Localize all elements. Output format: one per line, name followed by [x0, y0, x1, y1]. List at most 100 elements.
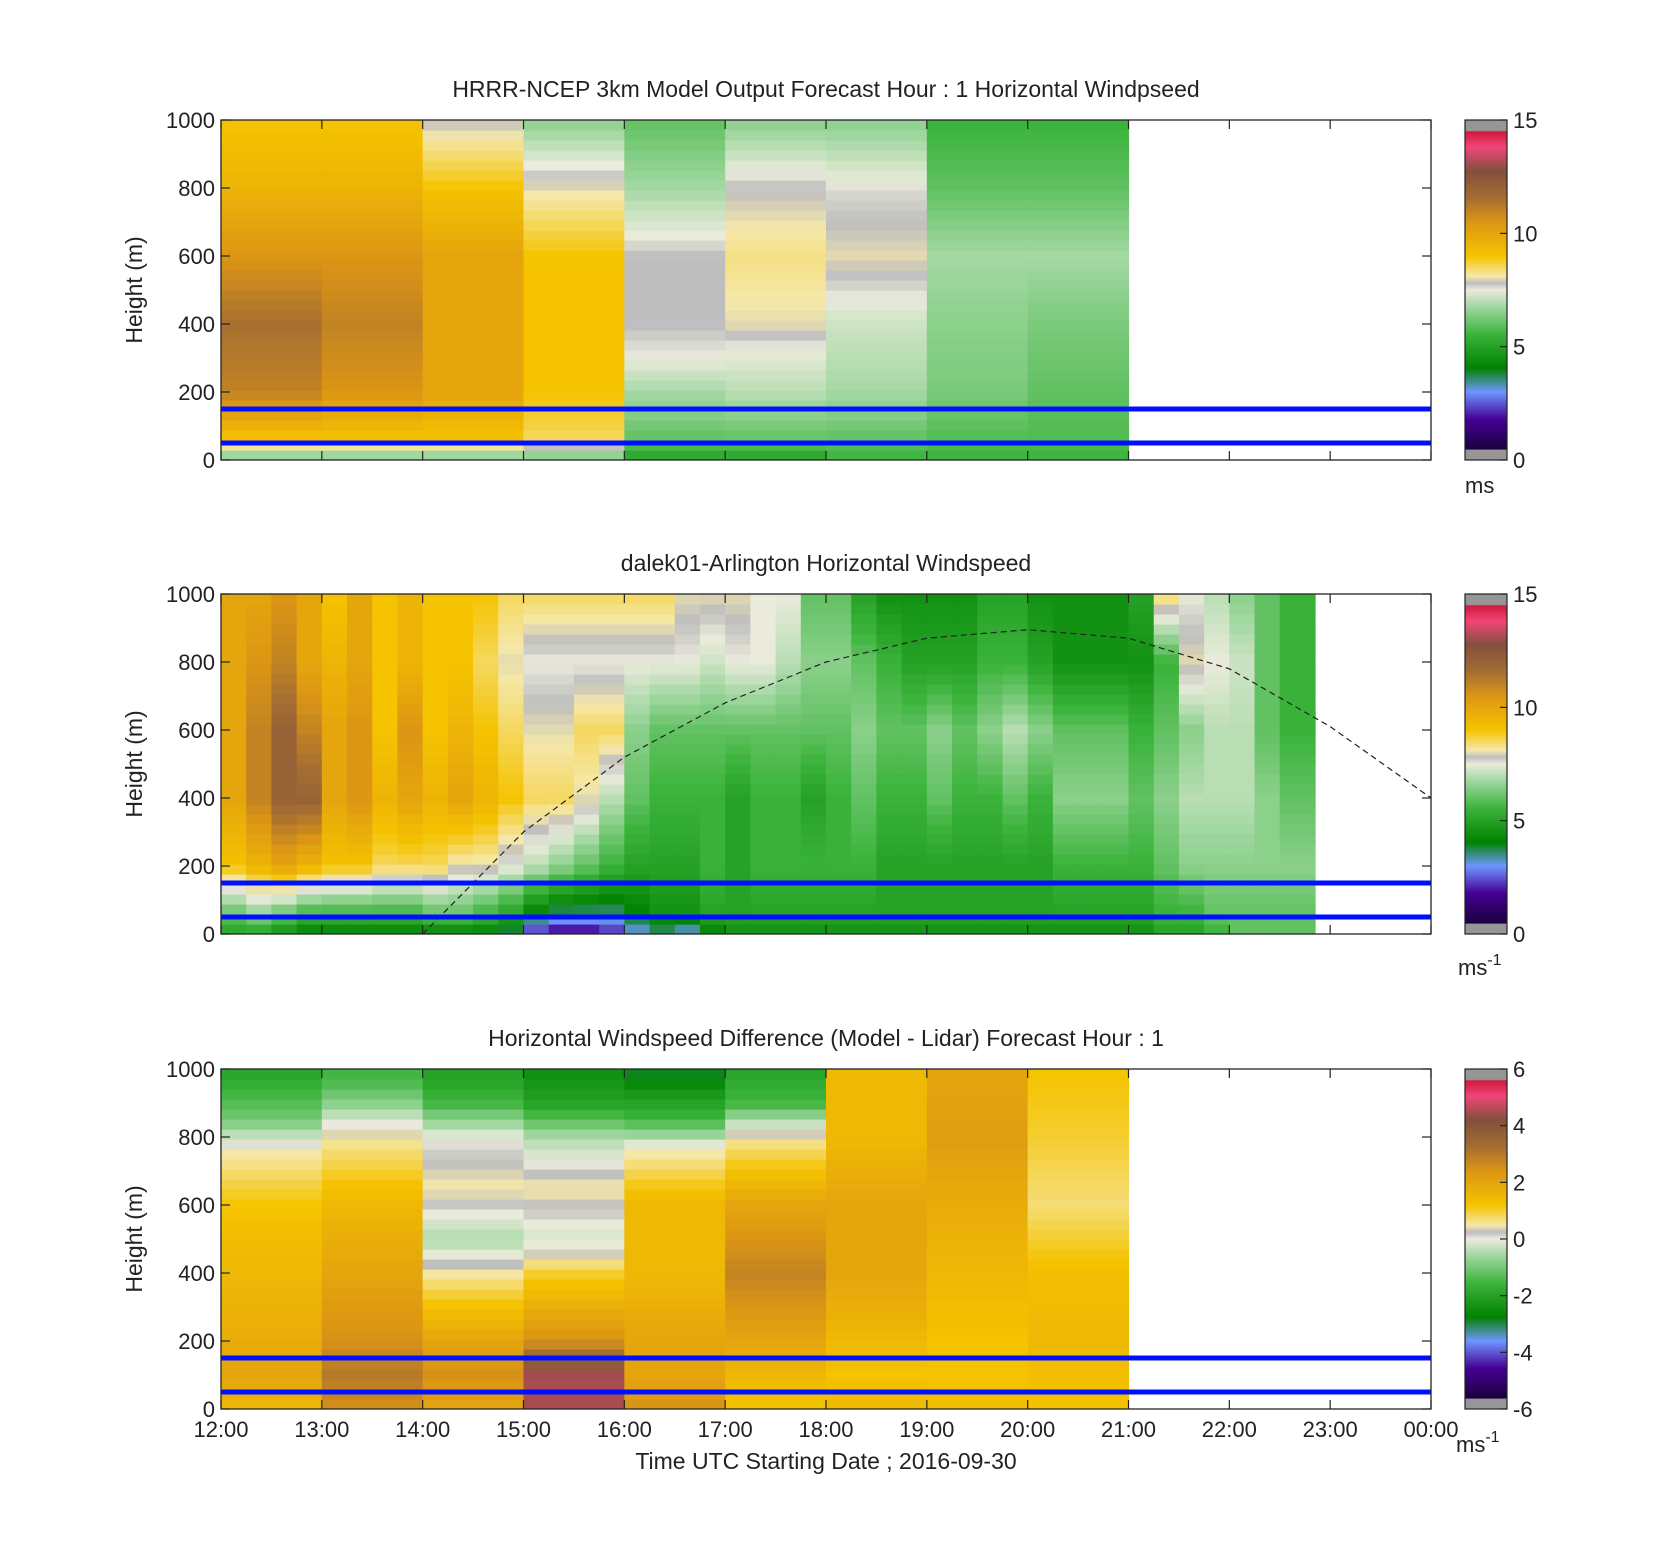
heatmap-cell: [498, 704, 525, 715]
heatmap-cell: [725, 1369, 827, 1380]
heatmap-cell: [826, 280, 928, 291]
heatmap-cell: [750, 904, 777, 915]
heatmap-cell: [1153, 734, 1180, 745]
heatmap-cell: [523, 1329, 625, 1340]
heatmap-cell: [926, 200, 1029, 211]
heatmap-cell: [246, 804, 273, 815]
heatmap-cell: [1178, 654, 1205, 665]
heatmap-cell: [1078, 804, 1104, 815]
heatmap-cell: [725, 784, 751, 795]
heatmap-cell: [221, 1279, 323, 1290]
heatmap-cell: [624, 894, 651, 905]
heatmap-cell: [674, 854, 701, 865]
heatmap-cell: [1103, 844, 1130, 855]
heatmap-cell: [246, 844, 273, 855]
panel-lidar-colorbar-unit: ms-1: [1458, 952, 1502, 980]
heatmap-cell: [1279, 604, 1316, 615]
heatmap-cell: [321, 1259, 424, 1270]
heatmap-cell: [221, 1369, 323, 1380]
heatmap-cell: [221, 874, 247, 885]
heatmap-cell: [599, 874, 625, 885]
heatmap-cell: [826, 854, 852, 865]
heatmap-cell: [926, 1149, 1029, 1160]
heatmap-cell: [321, 1229, 424, 1240]
heatmap-cell: [498, 694, 525, 705]
heatmap-cell: [1178, 744, 1205, 755]
heatmap-cell: [372, 794, 399, 805]
heatmap-cell: [498, 644, 525, 655]
heatmap-cell: [1279, 664, 1316, 675]
heatmap-cell: [1052, 704, 1079, 715]
heatmap-cell: [1254, 604, 1281, 615]
heatmap-cell: [221, 140, 323, 151]
heatmap-cell: [649, 704, 676, 715]
heatmap-cell: [1052, 664, 1079, 675]
heatmap-cell: [221, 260, 323, 271]
heatmap-cell: [926, 1359, 1029, 1370]
heatmap-cell: [649, 774, 676, 785]
heatmap-cell: [1204, 694, 1230, 705]
heatmap-cell: [372, 734, 399, 745]
heatmap-cell: [800, 834, 827, 845]
heatmap-cell: [750, 884, 777, 895]
heatmap-cell: [901, 674, 928, 685]
heatmap-cell: [1178, 624, 1205, 635]
heatmap-cell: [523, 754, 550, 765]
heatmap-cell: [1027, 764, 1054, 775]
heatmap-cell: [624, 924, 651, 934]
heatmap-cell: [901, 624, 928, 635]
heatmap-cell: [775, 624, 802, 635]
heatmap-cell: [397, 904, 424, 915]
heatmap-cell: [221, 904, 247, 915]
heatmap-cell: [851, 814, 878, 825]
heatmap-cell: [498, 874, 525, 885]
heatmap-cell: [321, 1079, 424, 1090]
heatmap-cell: [422, 140, 525, 151]
heatmap-cell: [624, 380, 726, 391]
heatmap-cell: [775, 804, 802, 815]
heatmap-cell: [1002, 694, 1029, 705]
heatmap-cell: [221, 754, 247, 765]
heatmap-cell: [1254, 694, 1281, 705]
heatmap-cell: [624, 1359, 726, 1370]
heatmap-cell: [523, 644, 550, 655]
heatmap-cell: [826, 140, 928, 151]
heatmap-cell: [1078, 884, 1104, 895]
heatmap-cell: [221, 654, 247, 665]
heatmap-cell: [221, 410, 323, 421]
heatmap-cell: [523, 1149, 625, 1160]
heatmap-cell: [422, 410, 525, 421]
heatmap-cell: [573, 834, 600, 845]
heatmap-cell: [422, 1159, 525, 1170]
heatmap-cell: [397, 664, 424, 675]
heatmap-cell: [800, 674, 827, 685]
heatmap-cell: [397, 744, 424, 755]
heatmap-cell: [977, 774, 1004, 785]
heatmap-cell: [725, 1189, 827, 1200]
heatmap-cell: [952, 674, 978, 685]
heatmap-cell: [397, 654, 424, 665]
heatmap-cell: [397, 814, 424, 825]
heatmap-cell: [826, 410, 928, 421]
heatmap-cell: [977, 744, 1004, 755]
heatmap-cell: [246, 824, 273, 835]
heatmap-cell: [826, 754, 852, 765]
heatmap-cell: [1204, 764, 1230, 775]
heatmap-cell: [826, 1239, 928, 1250]
heatmap-cell: [523, 714, 550, 725]
heatmap-column: [926, 120, 1029, 460]
heatmap-cell: [523, 1359, 625, 1370]
heatmap-cell: [246, 734, 273, 745]
heatmap-cell: [1128, 724, 1155, 735]
heatmap-cell: [800, 864, 827, 875]
heatmap-cell: [1027, 210, 1130, 221]
heatmap-cell: [523, 884, 550, 895]
heatmap-column: [397, 594, 424, 934]
heatmap-cell: [1078, 894, 1104, 905]
heatmap-cell: [901, 794, 928, 805]
heatmap-cell: [750, 744, 777, 755]
heatmap-cell: [1002, 744, 1029, 755]
heatmap-cell: [523, 360, 625, 371]
heatmap-cell: [674, 804, 701, 815]
heatmap-cell: [1204, 684, 1230, 695]
